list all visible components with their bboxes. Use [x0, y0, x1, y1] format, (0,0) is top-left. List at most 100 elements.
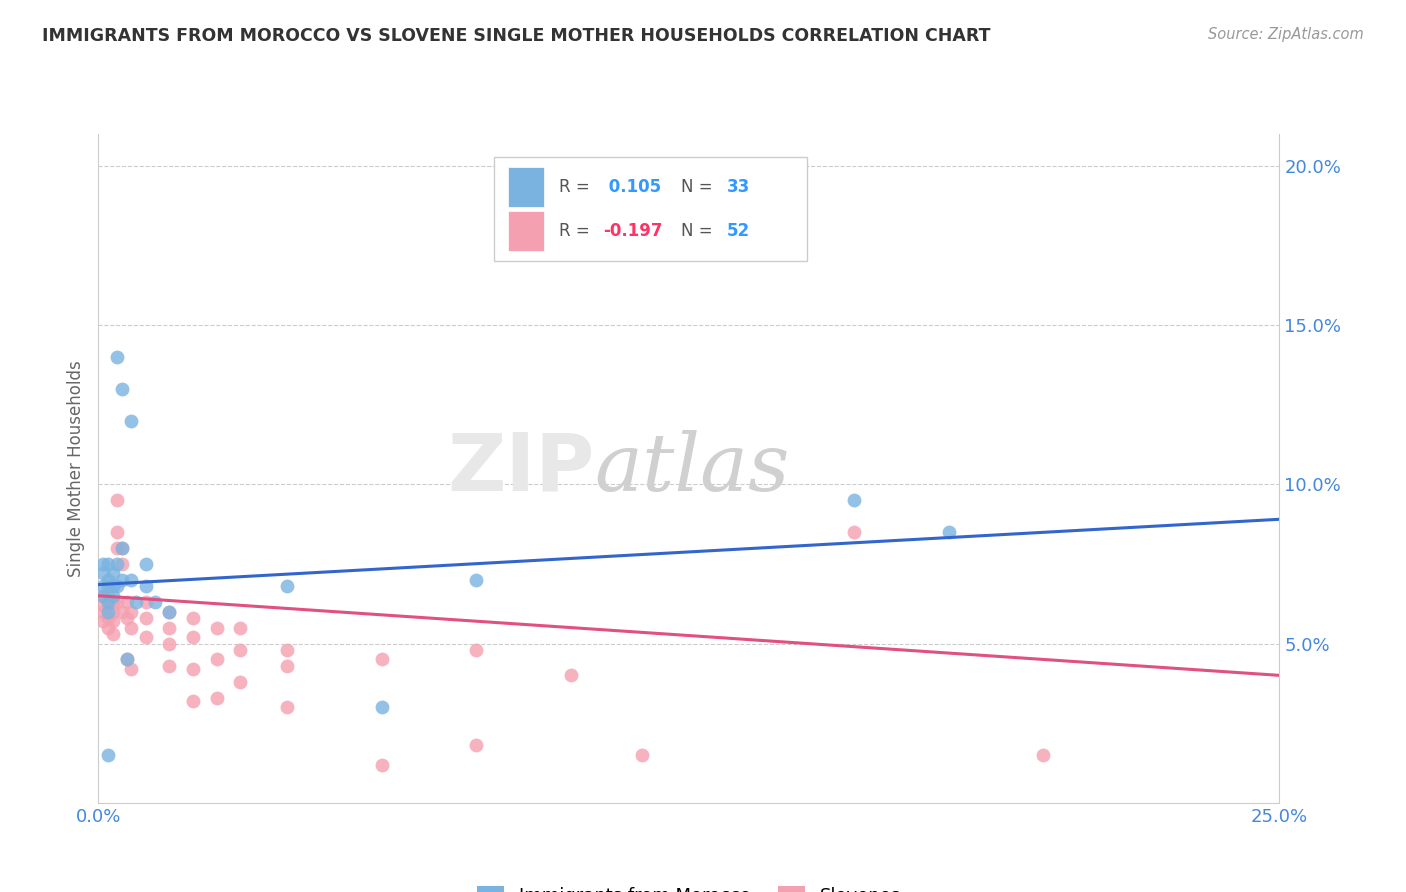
Point — [229, 621, 252, 635]
Point — [115, 611, 138, 625]
Point — [101, 627, 124, 641]
Point — [465, 573, 488, 587]
Point — [105, 595, 128, 609]
Point — [97, 573, 120, 587]
Y-axis label: Single Mother Households: Single Mother Households — [66, 360, 84, 576]
Point — [121, 621, 143, 635]
Point — [135, 579, 157, 593]
Point — [91, 589, 114, 603]
Point — [105, 579, 128, 593]
Point — [229, 674, 252, 689]
Point — [111, 605, 134, 619]
Point — [97, 557, 120, 571]
Point — [205, 652, 228, 666]
Point — [135, 630, 157, 644]
Point — [91, 557, 114, 571]
Point — [844, 493, 866, 508]
Point — [157, 636, 180, 650]
Point — [101, 589, 124, 603]
Point — [157, 658, 180, 673]
Point — [1032, 747, 1054, 762]
Point — [97, 605, 120, 619]
Text: -0.197: -0.197 — [603, 222, 662, 240]
Text: N =: N = — [681, 222, 717, 240]
Point — [276, 579, 298, 593]
Point — [121, 605, 143, 619]
Point — [105, 350, 128, 364]
Point — [121, 413, 143, 427]
Point — [111, 573, 134, 587]
Point — [371, 700, 394, 714]
Point — [938, 524, 960, 539]
Text: ZIP: ZIP — [447, 429, 595, 508]
Point — [97, 747, 120, 762]
Point — [115, 595, 138, 609]
Text: R =: R = — [560, 178, 595, 196]
Point — [205, 690, 228, 705]
Point — [143, 595, 166, 609]
Point — [97, 579, 120, 593]
Point — [91, 579, 114, 593]
Point — [105, 493, 128, 508]
Point — [101, 605, 124, 619]
Point — [125, 595, 148, 609]
Point — [97, 589, 120, 603]
Bar — [508, 168, 544, 208]
Point — [135, 611, 157, 625]
Point — [97, 599, 120, 613]
Text: 33: 33 — [727, 178, 749, 196]
Point — [121, 662, 143, 676]
Text: 0.105: 0.105 — [603, 178, 661, 196]
Point — [181, 662, 204, 676]
Point — [157, 621, 180, 635]
Point — [111, 541, 134, 555]
Point — [91, 599, 114, 613]
Text: R =: R = — [560, 222, 595, 240]
Point — [111, 382, 134, 396]
Point — [101, 595, 124, 609]
Point — [276, 658, 298, 673]
Point — [205, 621, 228, 635]
Point — [560, 206, 582, 220]
Point — [91, 605, 114, 619]
Text: 52: 52 — [727, 222, 749, 240]
Point — [91, 566, 114, 581]
Point — [276, 643, 298, 657]
Text: IMMIGRANTS FROM MOROCCO VS SLOVENE SINGLE MOTHER HOUSEHOLDS CORRELATION CHART: IMMIGRANTS FROM MOROCCO VS SLOVENE SINGL… — [42, 27, 991, 45]
Point — [229, 643, 252, 657]
Point — [371, 652, 394, 666]
Point — [465, 643, 488, 657]
Point — [115, 652, 138, 666]
Text: N =: N = — [681, 178, 717, 196]
Point — [97, 595, 120, 609]
Point — [181, 630, 204, 644]
Point — [101, 614, 124, 628]
Point — [181, 611, 204, 625]
Text: Source: ZipAtlas.com: Source: ZipAtlas.com — [1208, 27, 1364, 42]
Text: atlas: atlas — [595, 430, 790, 507]
Point — [111, 557, 134, 571]
Point — [105, 524, 128, 539]
Point — [276, 700, 298, 714]
Point — [101, 579, 124, 593]
Point — [115, 652, 138, 666]
Bar — [508, 211, 544, 251]
Point — [105, 557, 128, 571]
Point — [101, 566, 124, 581]
Point — [181, 694, 204, 708]
Point — [97, 611, 120, 625]
Point — [91, 589, 114, 603]
Point — [135, 557, 157, 571]
Bar — [494, 157, 807, 261]
Point — [121, 573, 143, 587]
Point — [465, 739, 488, 753]
Point — [105, 541, 128, 555]
Point — [111, 541, 134, 555]
Point — [135, 595, 157, 609]
Point — [157, 605, 180, 619]
Point — [371, 757, 394, 772]
Point — [97, 621, 120, 635]
Legend: Immigrants from Morocco, Slovenes: Immigrants from Morocco, Slovenes — [470, 879, 908, 892]
Point — [844, 524, 866, 539]
Point — [560, 668, 582, 682]
